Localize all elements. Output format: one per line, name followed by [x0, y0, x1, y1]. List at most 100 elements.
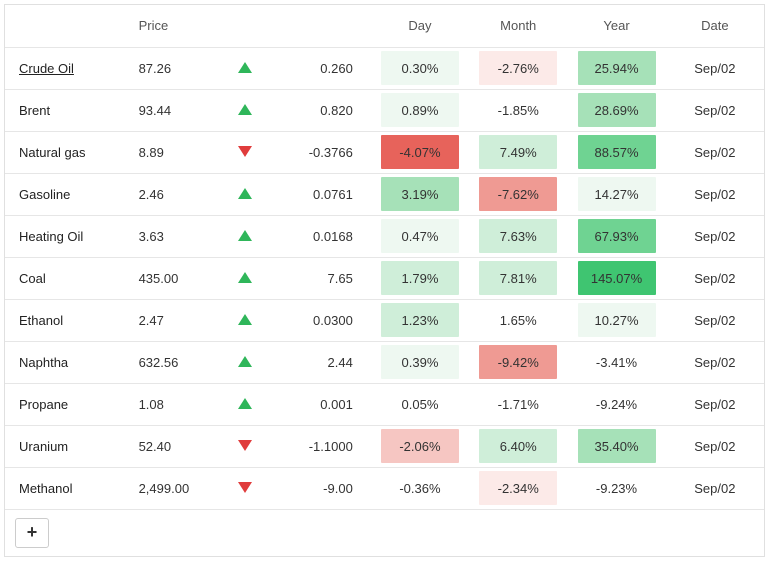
year-cell: 25.94%	[567, 47, 665, 89]
table-row: Crude Oil87.260.2600.30%-2.76%25.94%Sep/…	[5, 47, 764, 89]
commodity-link[interactable]: Natural gas	[19, 145, 85, 160]
year-pct: -9.24%	[578, 387, 656, 421]
change-cell: -1.1000	[273, 425, 371, 467]
price-cell: 2,499.00	[131, 467, 218, 509]
arrow-up-icon	[238, 272, 252, 283]
year-pct: 10.27%	[578, 303, 656, 337]
table-row: Brent93.440.8200.89%-1.85%28.69%Sep/02	[5, 89, 764, 131]
price-cell: 632.56	[131, 341, 218, 383]
month-cell: 1.65%	[469, 299, 567, 341]
year-pct: -3.41%	[578, 345, 656, 379]
day-cell: -4.07%	[371, 131, 469, 173]
add-row: +	[5, 509, 764, 556]
commodity-link[interactable]: Brent	[19, 103, 50, 118]
commodity-link[interactable]: Naphtha	[19, 355, 68, 370]
table-row: Ethanol2.470.03001.23%1.65%10.27%Sep/02	[5, 299, 764, 341]
commodity-link[interactable]: Coal	[19, 271, 46, 286]
commodity-link[interactable]: Uranium	[19, 439, 68, 454]
header-year: Year	[567, 5, 665, 47]
table-row: Propane1.080.0010.05%-1.71%-9.24%Sep/02	[5, 383, 764, 425]
day-cell: -0.36%	[371, 467, 469, 509]
year-cell: 10.27%	[567, 299, 665, 341]
header-row: Price Day Month Year Date	[5, 5, 764, 47]
day-pct: 0.05%	[381, 387, 459, 421]
change-cell: 2.44	[273, 341, 371, 383]
date-cell: Sep/02	[666, 89, 764, 131]
commodity-link[interactable]: Gasoline	[19, 187, 70, 202]
day-pct: -2.06%	[381, 429, 459, 463]
arrow-up-icon	[238, 188, 252, 199]
arrow-up-icon	[238, 356, 252, 367]
month-pct: 7.49%	[479, 135, 557, 169]
change-cell: 0.0761	[273, 173, 371, 215]
table-row: Coal435.007.651.79%7.81%145.07%Sep/02	[5, 257, 764, 299]
date-cell: Sep/02	[666, 131, 764, 173]
month-cell: 7.63%	[469, 215, 567, 257]
date-cell: Sep/02	[666, 173, 764, 215]
price-cell: 435.00	[131, 257, 218, 299]
day-pct: 0.89%	[381, 93, 459, 127]
direction-cell	[218, 131, 273, 173]
year-cell: -9.23%	[567, 467, 665, 509]
change-cell: 0.820	[273, 89, 371, 131]
price-cell: 3.63	[131, 215, 218, 257]
month-pct: 7.81%	[479, 261, 557, 295]
month-cell: -1.71%	[469, 383, 567, 425]
date-cell: Sep/02	[666, 257, 764, 299]
date-cell: Sep/02	[666, 341, 764, 383]
year-pct: 14.27%	[578, 177, 656, 211]
table-row: Uranium52.40-1.1000-2.06%6.40%35.40%Sep/…	[5, 425, 764, 467]
arrow-up-icon	[238, 62, 252, 73]
arrow-down-icon	[238, 146, 252, 157]
direction-cell	[218, 173, 273, 215]
day-pct: 0.39%	[381, 345, 459, 379]
commodity-link[interactable]: Ethanol	[19, 313, 63, 328]
month-pct: -1.85%	[479, 93, 557, 127]
change-cell: 0.260	[273, 47, 371, 89]
date-cell: Sep/02	[666, 383, 764, 425]
direction-cell	[218, 47, 273, 89]
date-cell: Sep/02	[666, 215, 764, 257]
year-pct: -9.23%	[578, 471, 656, 505]
direction-cell	[218, 299, 273, 341]
year-cell: 88.57%	[567, 131, 665, 173]
year-cell: -3.41%	[567, 341, 665, 383]
commodity-link[interactable]: Crude Oil	[19, 61, 74, 76]
price-cell: 2.47	[131, 299, 218, 341]
header-date: Date	[666, 5, 764, 47]
day-cell: 0.39%	[371, 341, 469, 383]
month-pct: -2.34%	[479, 471, 557, 505]
date-cell: Sep/02	[666, 425, 764, 467]
day-cell: -2.06%	[371, 425, 469, 467]
price-cell: 1.08	[131, 383, 218, 425]
day-cell: 0.05%	[371, 383, 469, 425]
header-arrow	[218, 5, 273, 47]
price-cell: 8.89	[131, 131, 218, 173]
direction-cell	[218, 425, 273, 467]
month-cell: -7.62%	[469, 173, 567, 215]
add-button[interactable]: +	[15, 518, 49, 548]
month-pct: 6.40%	[479, 429, 557, 463]
month-cell: -2.34%	[469, 467, 567, 509]
price-cell: 93.44	[131, 89, 218, 131]
date-cell: Sep/02	[666, 47, 764, 89]
header-name	[5, 5, 131, 47]
commodity-link[interactable]: Heating Oil	[19, 229, 83, 244]
arrow-down-icon	[238, 482, 252, 493]
price-cell: 52.40	[131, 425, 218, 467]
table-row: Heating Oil3.630.01680.47%7.63%67.93%Sep…	[5, 215, 764, 257]
commodity-link[interactable]: Propane	[19, 397, 68, 412]
date-cell: Sep/02	[666, 467, 764, 509]
plus-icon: +	[27, 522, 38, 543]
direction-cell	[218, 215, 273, 257]
commodity-link[interactable]: Methanol	[19, 481, 72, 496]
day-pct: 3.19%	[381, 177, 459, 211]
change-cell: 0.0300	[273, 299, 371, 341]
price-cell: 2.46	[131, 173, 218, 215]
change-cell: 7.65	[273, 257, 371, 299]
arrow-up-icon	[238, 314, 252, 325]
day-pct: 1.23%	[381, 303, 459, 337]
month-pct: -2.76%	[479, 51, 557, 85]
day-cell: 0.47%	[371, 215, 469, 257]
direction-cell	[218, 341, 273, 383]
